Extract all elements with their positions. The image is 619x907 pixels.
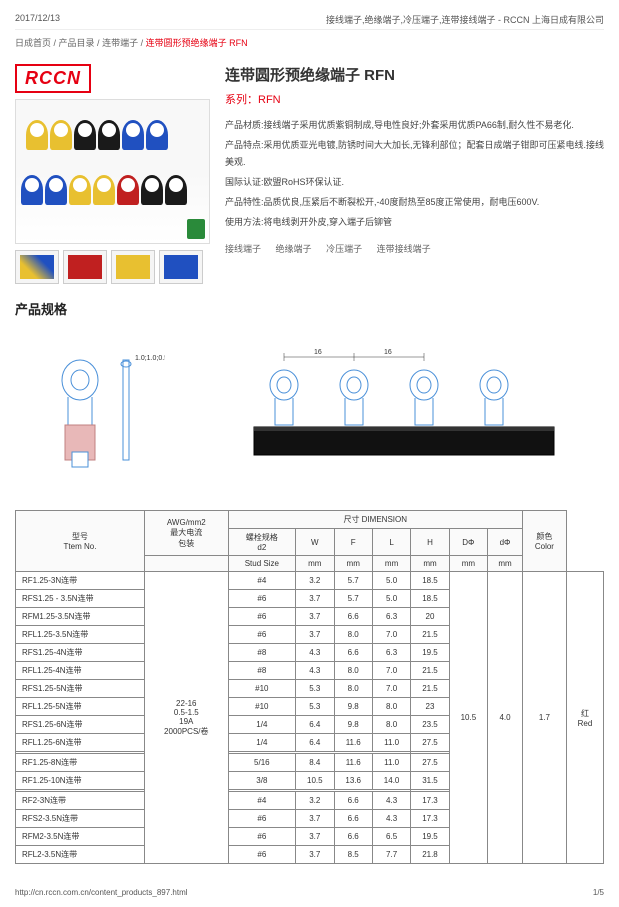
product-description: 产品材质:接线端子采用优质紫铜制成,导电性良好;外套采用优质PA66制,耐久性不… — [225, 117, 604, 232]
desc-line: 产品材质:接线端子采用优质紫铜制成,导电性良好;外套采用优质PA66制,耐久性不… — [225, 117, 604, 134]
top-bar: 2017/12/13 接线端子,绝缘端子,冷压端子,连带接线端子 - RCCN … — [15, 10, 604, 30]
desc-line: 产品特性:品质优良,压紧后不断裂松开,-40度耐热至85度正常使用，耐电压600… — [225, 194, 604, 211]
footer-page: 1/5 — [593, 888, 604, 897]
date: 2017/12/13 — [15, 13, 60, 26]
thumb-1[interactable] — [15, 250, 59, 284]
page-footer: http://cn.rccn.com.cn/content_products_8… — [15, 884, 604, 897]
footer-url: http://cn.rccn.com.cn/content_products_8… — [15, 888, 188, 897]
product-main-image[interactable] — [15, 99, 210, 244]
svg-text:16: 16 — [384, 349, 392, 356]
product-tags: 接线端子 绝缘端子 冷压端子 连带接线端子 — [225, 242, 604, 255]
desc-line: 产品特点:采用优质亚光电镀,防锈时间大大加长,无锋利部位；配套日成端子钳即可压紧… — [225, 137, 604, 171]
brand-logo: RCCN — [15, 64, 91, 93]
desc-line: 国际认证:欧盟RoHS环保认证. — [225, 174, 604, 191]
chain-terminal-diagram: 16 16 — [244, 345, 574, 475]
table-row: RF1.25-3N连带22-160.5-1.519A2000PCS/卷#43.2… — [16, 572, 604, 590]
spec-table: 型号Ttem No. AWG/mm2最大电流包装 尺寸 DIMENSION 颜色… — [15, 510, 604, 864]
crumb-current: 连带圆形预绝缘端子 RFN — [146, 38, 248, 48]
tag: 连带接线端子 — [377, 244, 431, 254]
tag: 绝缘端子 — [276, 244, 312, 254]
crumb-catalog[interactable]: 产品目录 — [59, 38, 95, 48]
svg-text:1.0;1.0;0.5: 1.0;1.0;0.5 — [135, 355, 165, 362]
svg-text:16: 16 — [314, 349, 322, 356]
product-series: 系列：RFN — [225, 91, 604, 107]
eco-badge-icon — [187, 219, 205, 239]
thumb-4[interactable] — [159, 250, 203, 284]
crumb-category[interactable]: 连带端子 — [102, 38, 138, 48]
desc-line: 使用方法:将电线剥开外皮,穿入端子后铆管 — [225, 214, 604, 231]
breadcrumb: 日成首页 / 产品目录 / 连带端子 / 连带圆形预绝缘端子 RFN — [15, 36, 604, 49]
tag: 接线端子 — [225, 244, 261, 254]
product-title: 连带圆形预绝缘端子 RFN — [225, 64, 604, 85]
page-title: 接线端子,绝缘端子,冷压端子,连带接线端子 - RCCN 上海日成有限公司 — [326, 13, 604, 26]
crumb-home[interactable]: 日成首页 — [15, 38, 51, 48]
dimension-diagrams: 1.0;1.0;0.5 16 16 — [15, 330, 604, 490]
thumb-2[interactable] — [63, 250, 107, 284]
single-terminal-diagram: 1.0;1.0;0.5 — [45, 340, 165, 480]
thumbnail-row — [15, 250, 210, 284]
spec-section-title: 产品规格 — [15, 299, 604, 318]
tag: 冷压端子 — [326, 244, 362, 254]
thumb-3[interactable] — [111, 250, 155, 284]
